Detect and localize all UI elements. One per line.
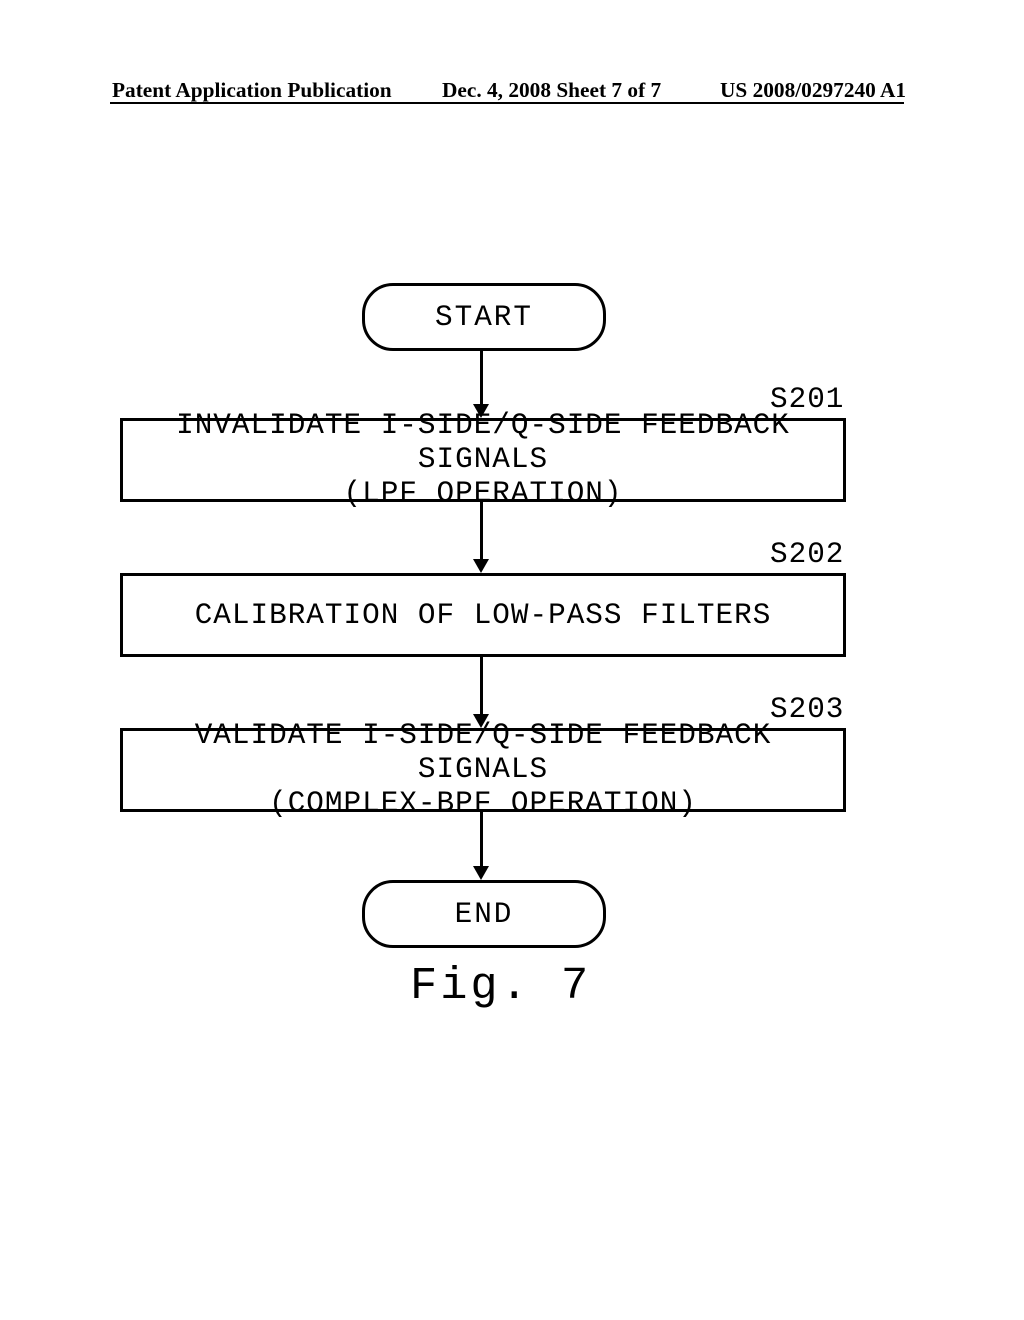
arrow-2-line xyxy=(480,499,483,559)
process-s202-line1: CALIBRATION OF LOW-PASS FILTERS xyxy=(195,599,772,632)
flowchart: START S201 INVALIDATE I-SIDE/Q-SIDE FEED… xyxy=(0,0,1024,1320)
process-s203-line1: VALIDATE I-SIDE/Q-SIDE FEEDBACK SIGNALS xyxy=(123,719,843,786)
figure-label: Fig. 7 xyxy=(410,960,591,1012)
end-label: END xyxy=(455,898,514,931)
start-label: START xyxy=(435,301,533,334)
start-node: START xyxy=(362,283,606,351)
arrow-1-line xyxy=(480,348,483,404)
arrow-4-line xyxy=(480,809,483,866)
arrow-4-head xyxy=(473,866,489,880)
process-s201: INVALIDATE I-SIDE/Q-SIDE FEEDBACK SIGNAL… xyxy=(120,418,846,502)
process-s201-line1: INVALIDATE I-SIDE/Q-SIDE FEEDBACK SIGNAL… xyxy=(123,409,843,476)
arrow-3-line xyxy=(480,654,483,714)
page: Patent Application Publication Dec. 4, 2… xyxy=(0,0,1024,1320)
arrow-2-head xyxy=(473,559,489,573)
process-s203: VALIDATE I-SIDE/Q-SIDE FEEDBACK SIGNALS … xyxy=(120,728,846,812)
process-s202: CALIBRATION OF LOW-PASS FILTERS xyxy=(120,573,846,657)
process-s201-line2: (LPF OPERATION) xyxy=(344,477,623,511)
end-node: END xyxy=(362,880,606,948)
step-label-s202: S202 xyxy=(770,538,844,571)
